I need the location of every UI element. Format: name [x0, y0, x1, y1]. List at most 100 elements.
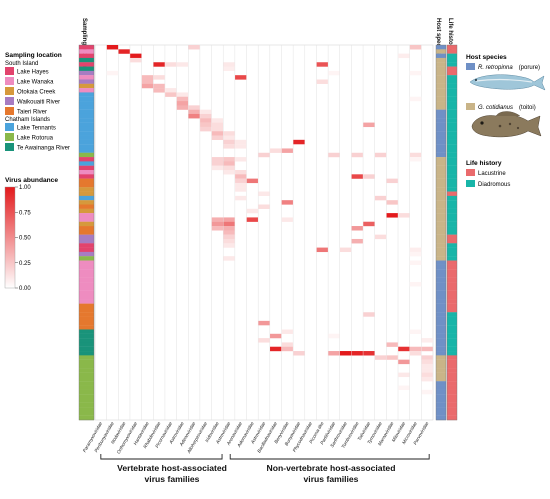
life-history-cell [447, 157, 457, 162]
location-cell [79, 260, 94, 265]
host-cell [436, 243, 446, 248]
heatmap-cell [421, 346, 433, 352]
heatmap-cell [316, 62, 328, 67]
host-cell [436, 307, 446, 313]
host-cell [436, 264, 446, 270]
nonvertebrate-label-line2: virus families [304, 474, 359, 484]
location-cell [79, 187, 94, 192]
host-cell [436, 157, 446, 162]
host-cell [436, 118, 446, 123]
host-cell [436, 394, 446, 399]
life-history-cell [447, 290, 457, 296]
location-cell [79, 135, 94, 140]
heatmap-cell [200, 109, 212, 115]
location-item-otokaia-creek: Otokaia Creek [17, 90, 56, 96]
heatmap-cell [223, 170, 235, 175]
life-item-lacustrine: Lacustrine [478, 171, 506, 177]
life-history-cell [447, 312, 457, 317]
location-cell [79, 204, 94, 209]
heatmap-cell [258, 152, 270, 158]
colorbar-tick-label: 0.00 [19, 286, 31, 292]
heatmap-cell [176, 105, 189, 110]
location-item-lake-wanaka: Lake Wanaka [17, 80, 54, 86]
host-cell [436, 260, 446, 265]
location-legend-title: Sampling location [5, 52, 62, 59]
life-history-cell [447, 144, 457, 149]
life-history-cell [447, 217, 457, 222]
host-cell [436, 368, 446, 373]
location-cell [79, 174, 94, 179]
host-cell [436, 256, 446, 261]
host-cell [436, 290, 446, 296]
heatmap-cell [398, 372, 410, 378]
heatmap-cell [118, 49, 130, 54]
location-cell [79, 299, 94, 304]
smelt-fish-image [469, 74, 546, 91]
heatmap-cell [200, 126, 212, 132]
location-cell [79, 247, 94, 253]
life-history-cell [447, 105, 457, 110]
heatmap-cell [223, 66, 235, 72]
host-cell [436, 359, 446, 365]
host-cell [436, 221, 446, 227]
life-history-cell [447, 260, 457, 265]
location-cell [79, 307, 94, 313]
heatmap-cell [211, 122, 224, 128]
location-cell [79, 126, 94, 132]
heatmap-cell [374, 195, 387, 201]
location-swatch-waikouaiti-river [5, 97, 14, 105]
location-cell [79, 351, 94, 356]
life-history-cell [447, 174, 457, 179]
location-cell [79, 238, 94, 244]
heatmap-cell [141, 83, 154, 89]
heatmap-cell [386, 213, 398, 218]
life-history-cell [447, 256, 457, 261]
host-cell [436, 144, 446, 149]
life-history-cell [447, 243, 457, 248]
heatmap-cell [270, 346, 282, 352]
heatmap-cell [328, 152, 340, 158]
heatmap-cell [235, 144, 247, 149]
host-cell [436, 402, 446, 408]
heatmap-cell [223, 131, 235, 136]
host-cell [436, 363, 446, 369]
location-cell [79, 148, 94, 153]
host-cell [436, 295, 446, 300]
host-cell [436, 109, 446, 115]
life-history-cell [447, 113, 457, 119]
host-cell [436, 70, 446, 76]
host-cell [436, 208, 446, 214]
heatmap-cell [328, 351, 340, 356]
life-history-cell [447, 182, 457, 188]
heatmap-cell [316, 247, 328, 253]
heatmap-cell [351, 174, 363, 179]
host-cell [436, 62, 446, 67]
host-cell [436, 131, 446, 136]
life-history-cell [447, 66, 457, 72]
life-history-cell [447, 411, 457, 416]
heatmap-cell [409, 282, 422, 287]
heatmap-cell [421, 372, 433, 378]
vertebrate-bracket [100, 454, 223, 460]
location-cell [79, 329, 94, 334]
life-history-cell [447, 221, 457, 227]
heatmap-cell [316, 79, 328, 84]
location-cell [79, 57, 94, 63]
grid-lines [94, 44, 434, 421]
life-history-cell [447, 57, 457, 63]
location-cell [79, 273, 94, 278]
heatmap-cell [235, 75, 247, 80]
location-cell [79, 277, 94, 283]
heatmap-cell [421, 355, 433, 360]
life-history-cell [447, 320, 457, 326]
life-swatch-lacustrine [466, 169, 475, 176]
colorbar-tick-label: 1.00 [19, 185, 31, 191]
heatmap-cell [386, 355, 398, 360]
heatmap-cell [281, 342, 293, 347]
life-history-cell [447, 385, 457, 390]
heatmap-cell [409, 329, 422, 334]
host-cell [436, 213, 446, 218]
chatham-items: Lake Tennants Lake Rotorua Te Awainanga Ri… [5, 123, 70, 152]
location-cell [79, 195, 94, 201]
life-history-cell [447, 208, 457, 214]
